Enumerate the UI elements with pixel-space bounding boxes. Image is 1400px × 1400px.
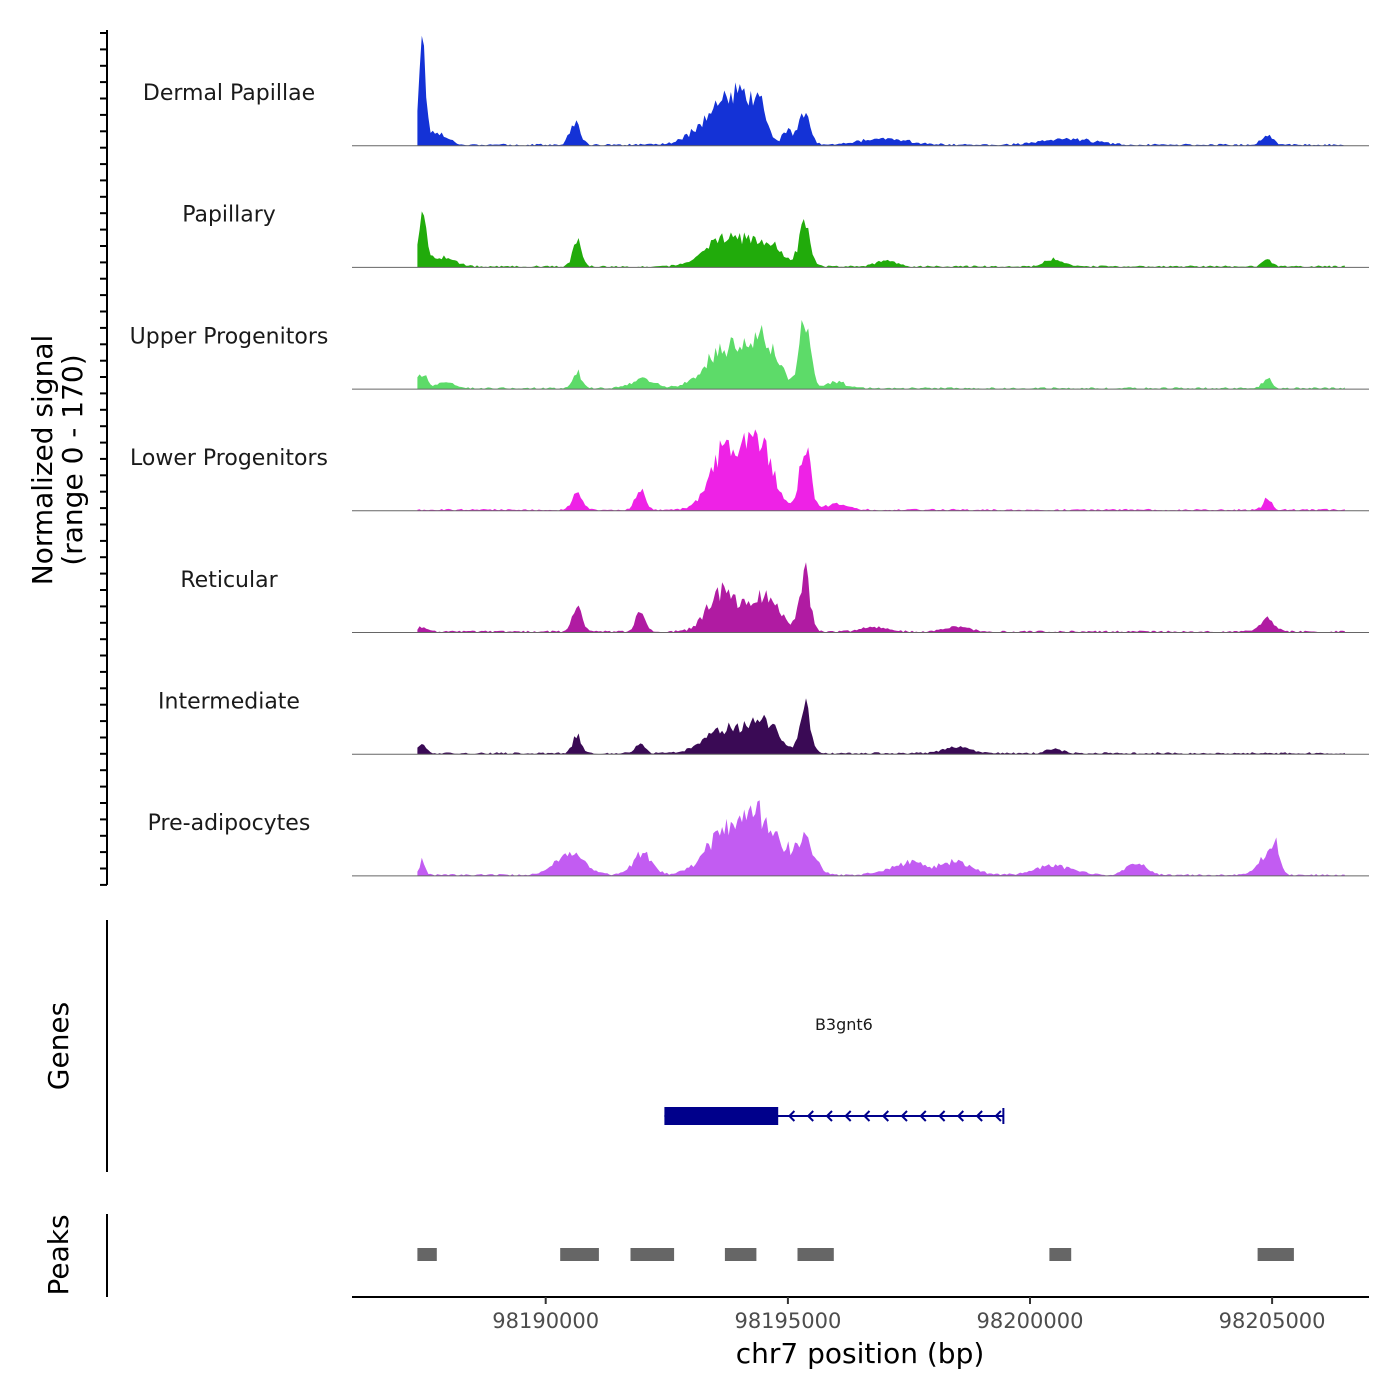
track-label: Pre-adipocytes [148, 811, 311, 836]
coverage-area [417, 429, 1345, 511]
coverage-area [417, 562, 1345, 633]
peak-region [1257, 1248, 1294, 1261]
x-axis: 98190000 98195000 98200000 98205000 [352, 1296, 1369, 1333]
gene-strand-arrow [863, 1110, 871, 1122]
track-lower-progenitors: Lower Progenitors [130, 429, 1369, 512]
track-upper-progenitors: Upper Progenitors [130, 320, 1369, 390]
track-label: Upper Progenitors [130, 324, 329, 349]
track-dermal-papillae: Dermal Papillae [143, 35, 1369, 147]
peak-region [797, 1248, 834, 1261]
peak-region [1049, 1248, 1072, 1261]
gene-strand-arrow [881, 1110, 890, 1122]
gene-track: B3gnt6 [664, 1015, 1005, 1125]
gene-strand-arrow [956, 1110, 965, 1122]
gene-strand-arrow [844, 1110, 852, 1122]
gene-exon [664, 1107, 779, 1125]
gene-strand-arrow [938, 1110, 946, 1122]
track-label: Dermal Papillae [143, 81, 315, 106]
y-axis-title: Normalized signal [26, 335, 59, 586]
x-tick-label: 98200000 [977, 1309, 1084, 1333]
gene-strand-arrow [994, 1110, 1002, 1122]
gene-label: B3gnt6 [815, 1015, 873, 1034]
y-axis [100, 30, 108, 886]
genes-panel-label: Genes [42, 1002, 75, 1090]
gene-strand-arrow [806, 1110, 814, 1122]
track-reticular: Reticular [180, 562, 1369, 633]
x-axis-title: chr7 position (bp) [736, 1337, 985, 1370]
gene-strand-arrow [825, 1110, 833, 1122]
gene-strand-arrow [787, 1110, 796, 1122]
coverage-area [417, 211, 1345, 268]
gene-strand-arrow [919, 1110, 927, 1122]
gene-strand-arrow [975, 1110, 983, 1122]
coverage-area [417, 800, 1345, 876]
peak-region [560, 1248, 599, 1261]
peak-region [724, 1248, 757, 1261]
peak-track [417, 1248, 1294, 1261]
track-label: Intermediate [158, 690, 300, 715]
track-label: Lower Progenitors [130, 446, 328, 471]
peaks-panel-label: Peaks [42, 1214, 75, 1295]
y-axis-subtitle: (range 0 - 170) [56, 354, 89, 565]
coverage-tracks: Dermal Papillae Papillary Upper Progenitor… [130, 35, 1369, 877]
track-intermediate: Intermediate [158, 690, 1369, 755]
coverage-area [417, 35, 1345, 146]
track-papillary: Papillary [182, 203, 1369, 268]
coverage-area [417, 320, 1345, 390]
peak-region [630, 1248, 675, 1261]
x-tick-label: 98205000 [1219, 1309, 1326, 1333]
coverage-area [417, 698, 1345, 755]
track-label: Reticular [180, 568, 278, 593]
peak-region [417, 1248, 437, 1261]
x-tick-label: 98195000 [734, 1309, 841, 1333]
x-tick-label: 98190000 [492, 1309, 599, 1333]
track-label: Papillary [182, 203, 276, 228]
gene-strand-arrow [900, 1110, 908, 1122]
track-pre-adipocytes: Pre-adipocytes [148, 800, 1369, 877]
